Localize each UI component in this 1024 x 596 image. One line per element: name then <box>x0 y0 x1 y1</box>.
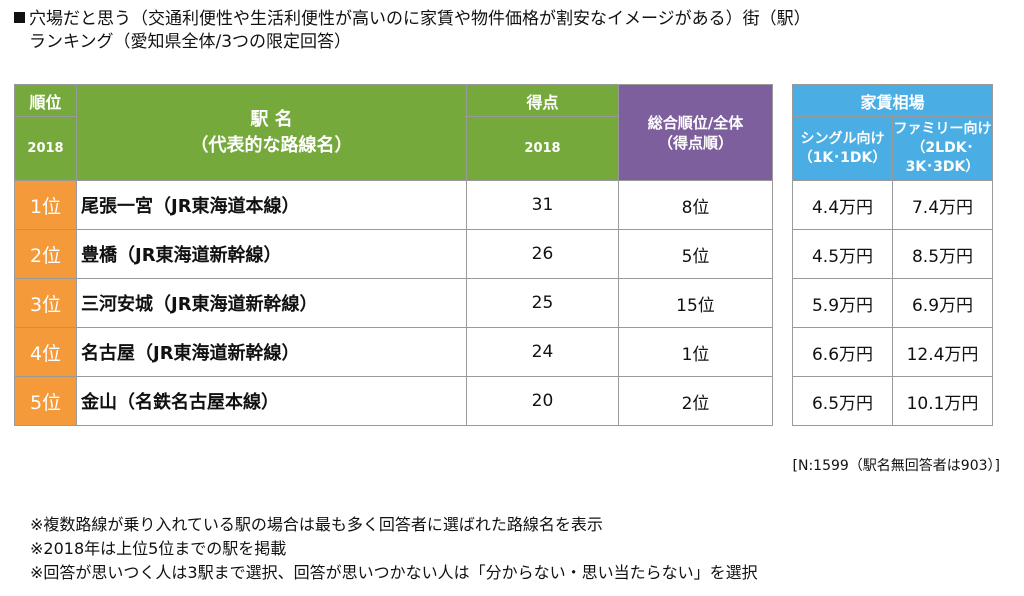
family-rent-cell: 12.4万円 <box>892 327 993 377</box>
header-family: ファミリー向け （2LDK･ 3K･3DK） <box>892 116 993 181</box>
overall-cell: 1位 <box>618 327 773 377</box>
single-rent-cell: 4.4万円 <box>792 180 893 230</box>
header-score-year: 2018 <box>466 116 619 181</box>
table-row: 3位 三河安城（JR東海道新幹線） 25 15位 <box>14 278 773 328</box>
family-rent-cell: 8.5万円 <box>892 229 993 279</box>
score-cell: 31 <box>466 180 619 230</box>
table-row: 5位 金山（名鉄名古屋本線） 20 2位 <box>14 376 773 426</box>
rank-cell: 4位 <box>14 327 77 377</box>
footnote: ※複数路線が乗り入れている駅の場合は最も多く回答者に選ばれた路線名を表示 <box>30 515 603 534</box>
single-rent-cell: 4.5万円 <box>792 229 893 279</box>
footnote: ※2018年は上位5位までの駅を掲載 <box>30 539 287 558</box>
score-cell: 26 <box>466 229 619 279</box>
ranking-table: 順位 駅 名 （代表的な路線名） 得点 総合順位/全体 （得点順） 2018 2… <box>14 84 773 426</box>
rent-row: 6.6万円 12.4万円 <box>792 327 993 377</box>
station-cell: 金山（名鉄名古屋本線） <box>76 376 467 426</box>
footnotes: ※複数路線が乗り入れている駅の場合は最も多く回答者に選ばれた路線名を表示 ※20… <box>30 513 758 585</box>
score-cell: 24 <box>466 327 619 377</box>
station-cell: 豊橋（JR東海道新幹線） <box>76 229 467 279</box>
rent-row: 4.5万円 8.5万円 <box>792 229 993 279</box>
rent-row: 4.4万円 7.4万円 <box>792 180 993 230</box>
single-rent-cell: 6.5万円 <box>792 376 893 426</box>
overall-cell: 15位 <box>618 278 773 328</box>
rank-cell: 3位 <box>14 278 77 328</box>
table-row: 1位 尾張一宮（JR東海道本線） 31 8位 <box>14 180 773 230</box>
rank-cell: 1位 <box>14 180 77 230</box>
header-single-line1: シングル向け <box>800 130 885 147</box>
family-rent-cell: 6.9万円 <box>892 278 993 328</box>
header-station-line2: （代表的な路線名） <box>190 134 353 156</box>
family-rent-cell: 10.1万円 <box>892 376 993 426</box>
rank-cell: 5位 <box>14 376 77 426</box>
header-station: 駅 名 （代表的な路線名） <box>76 84 467 181</box>
overall-cell: 2位 <box>618 376 773 426</box>
footnote: ※回答が思いつく人は3駅まで選択、回答が思いつかない人は「分からない・思い当たら… <box>30 563 758 582</box>
header-single-line2: （1K･1DK） <box>798 149 887 166</box>
overall-cell: 5位 <box>618 229 773 279</box>
single-rent-cell: 5.9万円 <box>792 278 893 328</box>
rent-table: 家賃相場 シングル向け （1K･1DK） ファミリー向け （2LDK･ 3K･3… <box>792 84 993 426</box>
header-rank: 順位 <box>14 84 77 117</box>
single-rent-cell: 6.6万円 <box>792 327 893 377</box>
header-overall: 総合順位/全体 （得点順） <box>618 84 773 181</box>
sample-size-note: [N:1599（駅名無回答者は903）] <box>792 458 1000 474</box>
overall-cell: 8位 <box>618 180 773 230</box>
score-cell: 25 <box>466 278 619 328</box>
header-single: シングル向け （1K･1DK） <box>792 116 893 181</box>
header-rank-year: 2018 <box>14 116 77 181</box>
header-family-line2: （2LDK･ <box>911 140 974 156</box>
header-overall-line1: 総合順位/全体 <box>647 113 744 132</box>
score-cell: 20 <box>466 376 619 426</box>
table-row: 4位 名古屋（JR東海道新幹線） 24 1位 <box>14 327 773 377</box>
family-rent-cell: 7.4万円 <box>892 180 993 230</box>
header-rent: 家賃相場 <box>792 84 993 117</box>
title-line2: ランキング（愛知県全体/3つの限定回答） <box>29 32 352 52</box>
table-row: 2位 豊橋（JR東海道新幹線） 26 5位 <box>14 229 773 279</box>
header-score: 得点 <box>466 84 619 117</box>
station-cell: 三河安城（JR東海道新幹線） <box>76 278 467 328</box>
header-family-line3: 3K･3DK） <box>905 159 980 175</box>
station-cell: 尾張一宮（JR東海道本線） <box>76 180 467 230</box>
header-family-line1: ファミリー向け <box>893 121 992 137</box>
rent-row: 5.9万円 6.9万円 <box>792 278 993 328</box>
rank-cell: 2位 <box>14 229 77 279</box>
header-station-line1: 駅 名 <box>250 108 293 130</box>
rent-row: 6.5万円 10.1万円 <box>792 376 993 426</box>
station-cell: 名古屋（JR東海道新幹線） <box>76 327 467 377</box>
title-line1: 穴場だと思う（交通利便性や生活利便性が高いのに家賃や物件価格が割安なイメージがあ… <box>29 9 811 29</box>
header-overall-line2: （得点順） <box>657 133 733 152</box>
square-bullet-icon <box>14 12 25 23</box>
chart-title: 穴場だと思う（交通利便性や生活利便性が高いのに家賃や物件価格が割安なイメージがあ… <box>14 8 811 54</box>
